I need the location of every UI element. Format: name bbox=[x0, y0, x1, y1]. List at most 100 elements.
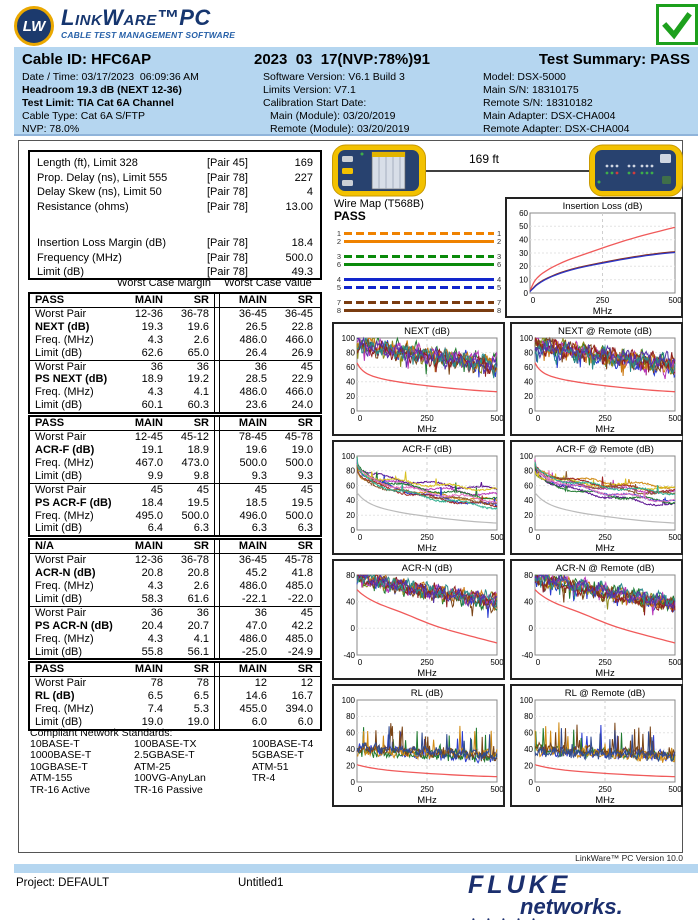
header-info-line: Main (Module): 03/20/2019 bbox=[270, 110, 396, 122]
header-info-line: Remote (Module): 03/20/2019 bbox=[270, 123, 410, 135]
row-value: 20.8 bbox=[187, 567, 209, 580]
chart-insertion-loss: Insertion Loss (dB) 60 50 40 30 20 10 0 0 250 500 M… bbox=[505, 197, 683, 318]
row-value: 5.3 bbox=[193, 703, 209, 716]
standard-item: 2.5GBASE-T bbox=[134, 749, 195, 762]
header-info-line: Date / Time: 03/17/2023 06:09:36 AM bbox=[22, 71, 199, 83]
header-info-line: Remote Adapter: DSX-CHA004 bbox=[483, 123, 630, 135]
measurement-trace bbox=[356, 726, 498, 762]
row-label: Freq. (MHz) bbox=[35, 632, 94, 645]
row-value: 26.4 bbox=[245, 346, 267, 359]
row-label: NEXT (dB) bbox=[35, 320, 90, 333]
axis-tick: 40 bbox=[524, 496, 533, 505]
row-label: Limit (dB) bbox=[35, 346, 83, 359]
wire-line bbox=[344, 262, 494, 266]
row-value: 20.7 bbox=[187, 619, 209, 632]
row-value: 42.2 bbox=[291, 619, 313, 632]
row-value: 58.3 bbox=[141, 592, 163, 605]
length-table-row: Frequency (MHz) [Pair 78] 500.0 bbox=[37, 251, 313, 266]
measurement-trace bbox=[534, 469, 676, 495]
row-value: 394.0 bbox=[285, 703, 313, 716]
axis-tick: 250 bbox=[596, 296, 610, 305]
col-header-main: MAIN bbox=[134, 417, 163, 430]
row-value: 78 bbox=[196, 677, 209, 690]
measurement-label: Frequency (MHz) bbox=[37, 251, 122, 264]
chart-next: NEXT (dB) 100 80 60 40 20 0 0 250 500 MHz bbox=[332, 322, 505, 436]
measurement-label: Length (ft), Limit 328 bbox=[37, 157, 138, 169]
standard-item: TR-16 Active bbox=[30, 783, 91, 796]
measurement-value: 49.3 bbox=[291, 266, 313, 278]
header-info-col2: Software Version: V6.1 Build 3 Limits Ver… bbox=[263, 71, 483, 136]
badge-letters: LW bbox=[22, 17, 46, 35]
row-value: 485.0 bbox=[285, 632, 313, 645]
row-value: 19.6 bbox=[187, 320, 209, 333]
axis-tick: 40 bbox=[346, 598, 355, 607]
section-status: PASS bbox=[35, 417, 65, 430]
header-info-col1: Date / Time: 03/17/2023 06:09:36 AM Headr… bbox=[22, 71, 263, 136]
x-axis-label: MHz bbox=[595, 668, 615, 678]
col-header-main: MAIN bbox=[238, 540, 267, 553]
limit-line bbox=[356, 492, 498, 524]
col-header-main: MAIN bbox=[238, 663, 267, 676]
axis-tick: 0 bbox=[358, 785, 363, 794]
chart-title: NEXT (dB) bbox=[404, 326, 450, 337]
length-table-row: Prop. Delay (ns), Limit 555 [Pair 78] 227 bbox=[37, 171, 313, 186]
row-value: 486.0 bbox=[239, 580, 267, 593]
x-axis-label: MHz bbox=[417, 668, 437, 678]
row-value: 14.6 bbox=[245, 690, 267, 703]
length-table-row: Length (ft), Limit 328 [Pair 45] 169 bbox=[37, 156, 313, 171]
limit-line bbox=[534, 589, 676, 644]
axis-tick: 250 bbox=[598, 785, 612, 794]
row-value: 45 bbox=[150, 483, 163, 496]
row-value: 36 bbox=[196, 606, 209, 619]
axis-tick: 80 bbox=[524, 571, 533, 580]
measurement-trace bbox=[534, 461, 676, 496]
row-value: 500.0 bbox=[239, 456, 267, 469]
axis-tick: 0 bbox=[536, 533, 541, 542]
pin-label: 8 bbox=[336, 305, 341, 315]
axis-tick: 0 bbox=[531, 296, 536, 305]
row-value: 19.2 bbox=[187, 373, 209, 386]
limit-line bbox=[356, 589, 498, 644]
pin-label: 6 bbox=[336, 259, 341, 269]
measurement-pair: [Pair 78] bbox=[207, 200, 248, 213]
axis-tick: 0 bbox=[536, 658, 541, 667]
row-value: 19.3 bbox=[141, 320, 163, 333]
axis-tick: 250 bbox=[420, 658, 434, 667]
measurement-pair: [Pair 78] bbox=[207, 171, 248, 184]
row-value: 26.9 bbox=[291, 346, 313, 359]
axis-tick: -40 bbox=[521, 651, 533, 660]
row-label: Freq. (MHz) bbox=[35, 333, 94, 346]
standard-item: 100BASE-TX bbox=[134, 738, 197, 750]
row-value: 4.1 bbox=[193, 632, 209, 645]
measurement-trace bbox=[356, 465, 498, 508]
row-value: 6.0 bbox=[251, 716, 267, 729]
standard-item: 10GBASE-T bbox=[30, 760, 88, 773]
header-info-line: Limits Version: V7.1 bbox=[263, 84, 356, 96]
col-header-main: MAIN bbox=[134, 663, 163, 676]
row-value: 19.0 bbox=[141, 716, 163, 729]
header-info-line: Software Version: V6.1 Build 3 bbox=[263, 71, 405, 83]
chart-title: Insertion Loss (dB) bbox=[563, 201, 643, 212]
axis-tick: 80 bbox=[524, 712, 533, 721]
axis-tick: 500 bbox=[490, 533, 503, 542]
chart-canvas: ACR-F (dB) 100 80 60 40 20 00 250 500 MHz bbox=[342, 444, 505, 554]
axis-tick: 250 bbox=[598, 658, 612, 667]
measurement-trace bbox=[534, 458, 675, 503]
chart-acrn: ACR-N (dB) 80 40 0 -40 0 250 500 MHz bbox=[332, 559, 505, 680]
wire-line bbox=[344, 239, 494, 243]
axis-tick: 250 bbox=[598, 533, 612, 542]
chart-title: ACR-F @ Remote (dB) bbox=[556, 444, 654, 455]
measurement-value: 18.4 bbox=[291, 237, 313, 249]
limit-line bbox=[534, 764, 676, 778]
row-value: 19.0 bbox=[187, 716, 209, 729]
row-value: 9.3 bbox=[251, 469, 267, 482]
row-value: 496.0 bbox=[239, 509, 267, 522]
worst-case-table: PASS MAIN SR MAIN SR Worst Pair 78 78 12 12 RL (dB… bbox=[28, 661, 322, 731]
axis-tick: 80 bbox=[524, 348, 533, 357]
row-label: ACR-F (dB) bbox=[35, 443, 95, 456]
row-value: 36 bbox=[254, 360, 267, 373]
row-value: 6.5 bbox=[193, 690, 209, 703]
pass-checkmark-icon bbox=[656, 4, 698, 45]
